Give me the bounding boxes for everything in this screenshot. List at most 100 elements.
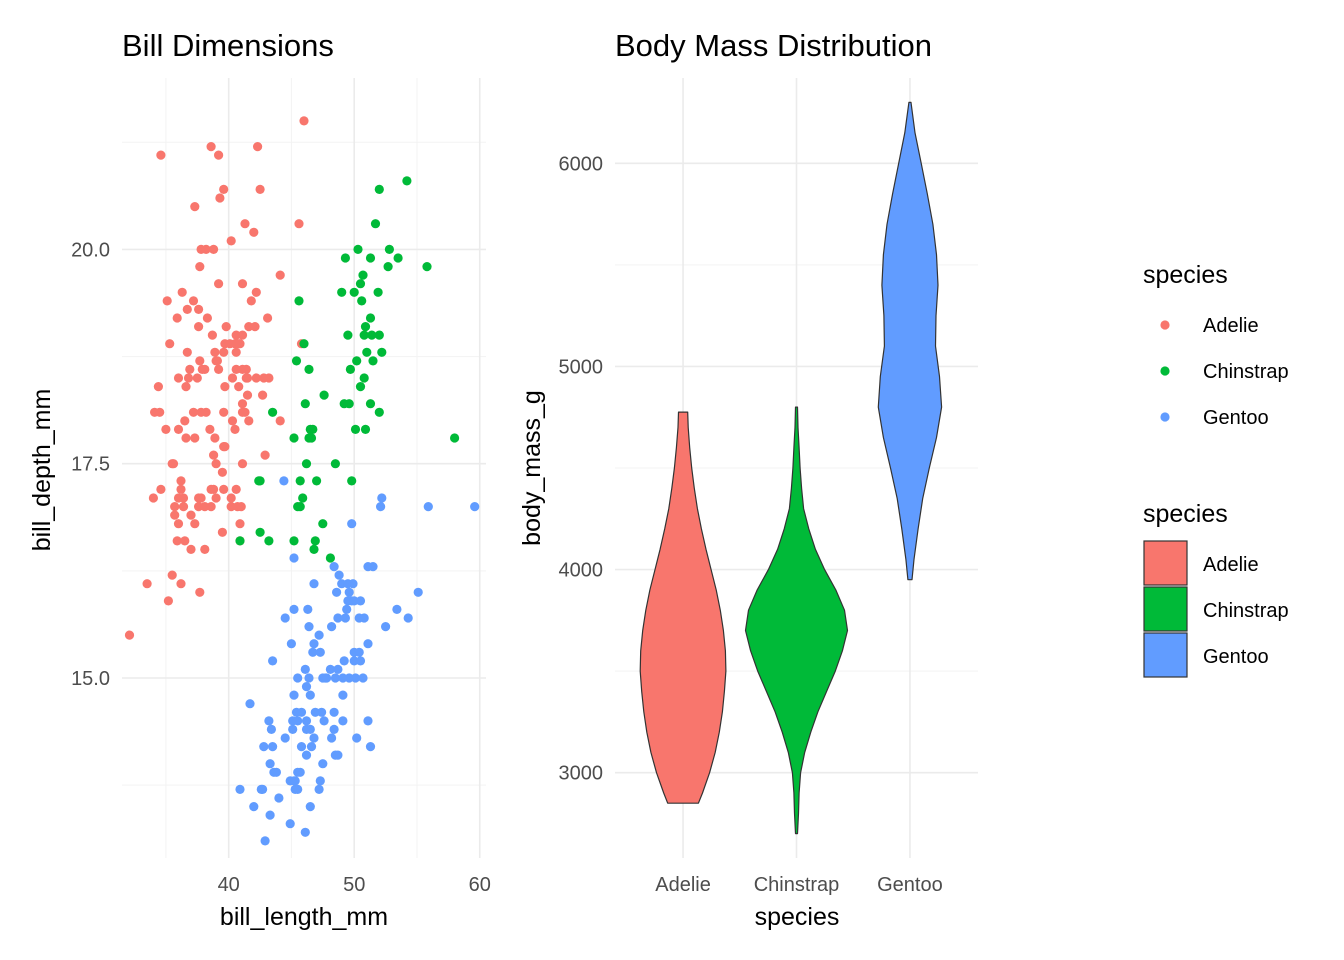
scatter-point-adelie bbox=[206, 502, 216, 512]
scatter-x-tick-label: 60 bbox=[469, 874, 491, 896]
scatter-gridlines bbox=[122, 78, 486, 858]
scatter-point-chinstrap bbox=[349, 287, 359, 297]
scatter-point-adelie bbox=[200, 364, 210, 374]
scatter-point-adelie bbox=[201, 407, 211, 417]
scatter-point-gentoo bbox=[305, 690, 315, 700]
scatter-point-gentoo bbox=[318, 759, 328, 769]
scatter-point-chinstrap bbox=[295, 502, 305, 512]
scatter-point-adelie bbox=[258, 390, 268, 400]
scatter-point-adelie bbox=[190, 433, 200, 443]
scatter-point-gentoo bbox=[327, 622, 337, 632]
scatter-point-gentoo bbox=[288, 724, 298, 735]
scatter-point-gentoo bbox=[280, 613, 290, 623]
scatter-point-gentoo bbox=[359, 613, 369, 623]
scatter-point-chinstrap bbox=[365, 399, 376, 409]
scatter-point-adelie bbox=[260, 450, 270, 460]
scatter-point-gentoo bbox=[266, 724, 276, 735]
scatter-point-gentoo bbox=[413, 587, 423, 597]
scatter-point-adelie bbox=[170, 510, 180, 520]
scatter-point-adelie bbox=[242, 390, 253, 400]
scatter-point-gentoo bbox=[344, 587, 354, 597]
scatter-point-adelie bbox=[209, 450, 219, 460]
violin-gentoo bbox=[877, 101, 943, 581]
violin-title: Body Mass Distribution bbox=[615, 28, 932, 63]
scatter-point-chinstrap bbox=[300, 399, 310, 409]
scatter-point-gentoo bbox=[289, 553, 299, 563]
scatter-point-adelie bbox=[156, 150, 166, 160]
legend-point-label: Gentoo bbox=[1203, 407, 1269, 429]
scatter-point-chinstrap bbox=[422, 262, 432, 272]
scatter-point-chinstrap bbox=[304, 364, 314, 374]
scatter-point-gentoo bbox=[354, 647, 364, 657]
legend-fill-key bbox=[1143, 540, 1188, 586]
scatter-point-gentoo bbox=[355, 596, 366, 606]
scatter-point-adelie bbox=[162, 296, 172, 306]
scatter-point-adelie bbox=[195, 262, 205, 272]
scatter-point-adelie bbox=[255, 184, 265, 194]
scatter-point-gentoo bbox=[245, 699, 255, 709]
scatter-point-gentoo bbox=[377, 493, 387, 503]
scatter-point-chinstrap bbox=[235, 536, 245, 546]
scatter-point-adelie bbox=[167, 570, 177, 580]
scatter-point-adelie bbox=[178, 493, 189, 503]
scatter-point-chinstrap bbox=[310, 536, 320, 546]
scatter-point-adelie bbox=[176, 484, 186, 494]
scatter-point-chinstrap bbox=[367, 330, 377, 340]
scatter-point-adelie bbox=[209, 244, 219, 254]
scatter-point-adelie bbox=[172, 313, 182, 323]
scatter-point-gentoo bbox=[329, 562, 339, 572]
scatter-point-chinstrap bbox=[360, 424, 371, 434]
scatter-point-chinstrap bbox=[312, 476, 322, 486]
scatter-point-gentoo bbox=[315, 776, 325, 786]
scatter-point-adelie bbox=[210, 433, 220, 443]
scatter-point-gentoo bbox=[306, 742, 317, 752]
scatter-point-adelie bbox=[231, 330, 241, 340]
scatter-point-gentoo bbox=[309, 733, 319, 743]
scatter-point-adelie bbox=[173, 424, 184, 434]
scatter-point-gentoo bbox=[333, 750, 343, 760]
scatter-point-adelie bbox=[251, 287, 261, 297]
scatter-point-gentoo bbox=[332, 587, 342, 597]
scatter-point-gentoo bbox=[259, 742, 269, 752]
scatter-x-axis-label: bill_length_mm bbox=[220, 903, 388, 931]
scatter-point-gentoo bbox=[301, 682, 312, 692]
scatter-point-chinstrap bbox=[373, 287, 383, 297]
scatter-point-gentoo bbox=[289, 690, 299, 700]
legend-fill-label: Adelie bbox=[1203, 554, 1259, 576]
legend-fill-label: Chinstrap bbox=[1203, 600, 1289, 622]
scatter-point-adelie bbox=[240, 407, 250, 417]
violin-y-tick-label: 6000 bbox=[559, 153, 604, 175]
scatter-point-gentoo bbox=[403, 613, 413, 623]
scatter-point-gentoo bbox=[349, 656, 359, 666]
scatter-point-adelie bbox=[185, 364, 195, 374]
scatter-point-chinstrap bbox=[355, 279, 366, 289]
scatter-point-adelie bbox=[219, 184, 229, 194]
scatter-x-tick-label: 50 bbox=[343, 874, 365, 896]
scatter-point-gentoo bbox=[260, 836, 270, 846]
scatter-y-axis-label: bill_depth_mm bbox=[28, 389, 56, 552]
scatter-point-adelie bbox=[219, 407, 229, 417]
scatter-point-adelie bbox=[194, 304, 204, 314]
violin-x-tick-label: Chinstrap bbox=[754, 874, 840, 896]
legend-point-key bbox=[1160, 412, 1170, 422]
scatter-point-gentoo bbox=[381, 622, 391, 632]
scatter-point-chinstrap bbox=[308, 424, 318, 434]
scatter-point-adelie bbox=[264, 373, 274, 383]
scatter-point-gentoo bbox=[304, 673, 314, 683]
scatter-point-adelie bbox=[240, 219, 250, 229]
legend-points-title: species bbox=[1143, 261, 1228, 289]
scatter-point-gentoo bbox=[304, 622, 314, 632]
scatter-point-adelie bbox=[215, 193, 225, 203]
scatter-point-adelie bbox=[172, 536, 182, 546]
scatter-point-chinstrap bbox=[318, 519, 328, 529]
scatter-point-chinstrap bbox=[255, 527, 265, 537]
scatter-point-gentoo bbox=[265, 810, 275, 820]
scatter-point-adelie bbox=[178, 502, 189, 512]
violin-chinstrap bbox=[744, 406, 849, 835]
scatter-point-adelie bbox=[188, 296, 199, 306]
scatter-point-adelie bbox=[196, 493, 206, 503]
scatter-point-adelie bbox=[235, 519, 245, 529]
scatter-point-chinstrap bbox=[365, 313, 376, 323]
scatter-point-adelie bbox=[249, 227, 259, 237]
scatter-point-adelie bbox=[253, 142, 263, 152]
